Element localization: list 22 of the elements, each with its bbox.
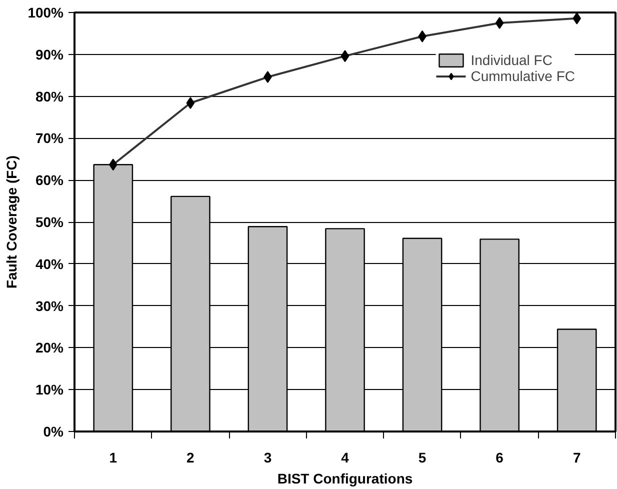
y-tick-label: 0%: [43, 424, 64, 440]
y-tick-label: 50%: [35, 214, 64, 230]
y-tick-label: 90%: [35, 46, 64, 62]
y-tick-label: 100%: [28, 4, 64, 20]
y-tick-label: 80%: [35, 88, 64, 104]
y-tick-label: 10%: [35, 382, 64, 398]
y-tick-label: 70%: [35, 130, 64, 146]
y-tick-label: 30%: [35, 298, 64, 314]
x-tick-label: 4: [341, 450, 350, 466]
y-tick-label: 40%: [35, 256, 64, 272]
legend-label: Cummulative FC: [470, 68, 575, 84]
x-tick-label: 3: [264, 450, 272, 466]
x-tick-label: 5: [418, 450, 426, 466]
y-axis-title: Fault Coverage (FC): [4, 155, 20, 289]
y-tick-label: 20%: [35, 340, 64, 356]
legend-label: Individual FC: [470, 52, 552, 68]
x-tick-label: 7: [572, 450, 581, 466]
x-axis-title: BIST Configurations: [277, 470, 413, 486]
x-tick-label: 6: [496, 450, 504, 466]
y-tick-label: 60%: [35, 172, 64, 188]
x-tick-label: 1: [109, 450, 118, 466]
x-tick-label: 2: [186, 450, 195, 466]
